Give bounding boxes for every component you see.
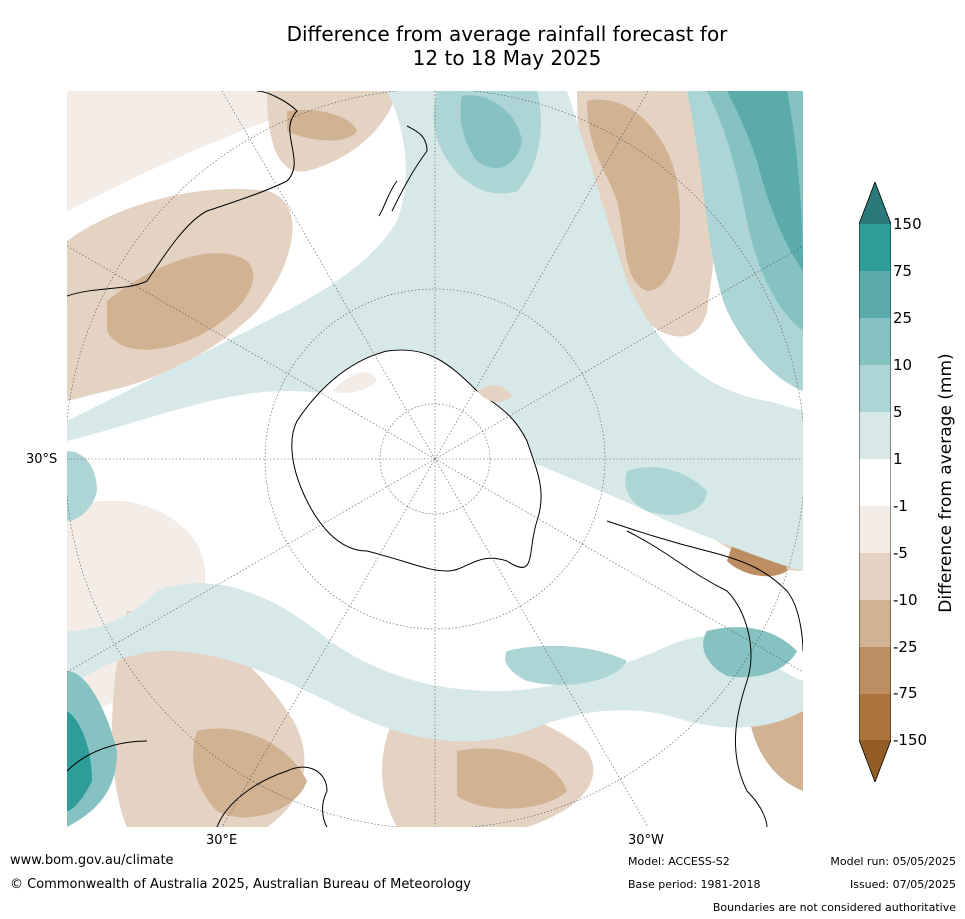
colorbar-tick-1: 1 (893, 450, 903, 468)
colorbar-extend-bottom (859, 740, 891, 782)
colorbar-tick-75: 75 (893, 262, 913, 280)
south-america-coast (606, 520, 803, 827)
website-link[interactable]: www.bom.gov.au/climate (10, 853, 174, 868)
model-text: Model: ACCESS-S2 (628, 855, 730, 868)
antarctica (291, 349, 542, 572)
map-canvas (67, 91, 803, 827)
disclaimer-text: Boundaries are not considered authoritat… (712, 901, 956, 914)
colorbar-tick-neg150: -150 (893, 731, 928, 749)
title-line-2: 12 to 18 May 2025 (412, 46, 602, 70)
base-period-text: Base period: 1981-2018 (628, 878, 761, 891)
lat-label-30s: 30°S (26, 452, 58, 467)
colorbar-tick-neg25: -25 (893, 638, 918, 656)
colorbar-tick-10: 10 (893, 356, 913, 374)
title-line-1: Difference from average rainfall forecas… (286, 22, 728, 46)
africa-coast (67, 740, 328, 827)
colorbar-title: Difference from average (mm) (936, 353, 956, 613)
map-title: Difference from average rainfall forecas… (0, 22, 965, 70)
colorbar-tick-neg5: -5 (893, 544, 908, 562)
graticule (67, 91, 803, 827)
issued-text: Issued: 07/05/2025 (849, 878, 956, 891)
colorbar-tick-neg10: -10 (893, 591, 918, 609)
lon-label-30w: 30°W (628, 833, 664, 848)
colorbar-tick-neg1: -1 (893, 497, 908, 515)
colorbar-extend-top (859, 182, 891, 224)
colorbar-tick-25: 25 (893, 309, 913, 327)
rainfall-anomaly-map (67, 91, 803, 827)
lon-label-30e: 30°E (206, 833, 238, 848)
australia-coast (67, 91, 298, 297)
colorbar-tick-150: 150 (893, 215, 922, 233)
colorbar-tick-5: 5 (893, 403, 903, 421)
coastlines (67, 91, 803, 827)
model-run-text: Model run: 05/05/2025 (830, 855, 956, 868)
colorbar-tick-neg75: -75 (893, 684, 918, 702)
copyright-text: © Commonwealth of Australia 2025, Austra… (10, 877, 471, 892)
new-zealand-coast (378, 125, 428, 217)
colorbar (859, 182, 891, 782)
